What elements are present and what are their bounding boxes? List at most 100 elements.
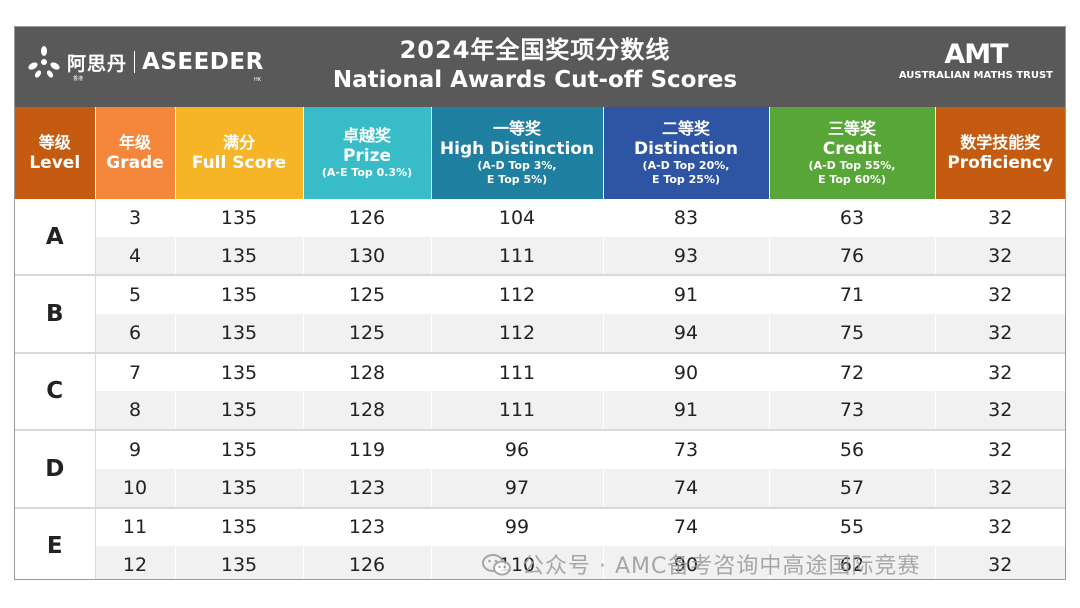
amt-logo-text: AUSTRALIAN MATHS TRUST [898, 70, 1053, 81]
high-distinction-cell: 99 [430, 507, 603, 547]
grade-cell: 8 [95, 391, 175, 432]
full-score-cell: 135 [174, 275, 303, 315]
full-score-cell: 135 [174, 199, 303, 237]
proficiency-cell: 32 [934, 391, 1065, 432]
score-table-card: 阿思丹 ASEEDER 香港 HK 2024年全国奖项分数线 National … [14, 26, 1066, 580]
table-row: 6 135 125 112 94 75 32 [15, 314, 1065, 354]
distinction-cell: 91 [602, 391, 769, 432]
prize-cell: 123 [302, 468, 431, 509]
table-header-row: 等级 Level 年级 Grade 满分 Full Score 卓越奖 Prize (A-E T… [15, 107, 1065, 199]
column-header-note: (A-D Top 55%, E Top 60%) [808, 159, 896, 186]
high-distinction-cell: 97 [430, 468, 603, 509]
column-header-en: Grade [106, 153, 164, 173]
column-header-cn: 三等奖 [827, 119, 876, 138]
column-header-en: Prize [342, 146, 392, 166]
high-distinction-cell: 112 [430, 314, 603, 354]
high-distinction-cell: 96 [430, 430, 603, 469]
grade-cell: 9 [94, 430, 175, 469]
column-header-full-score: 满分 Full Score [174, 107, 303, 199]
level-cell: D [15, 430, 96, 509]
proficiency-cell: 32 [934, 430, 1065, 469]
full-score-cell: 135 [174, 314, 303, 354]
column-header-en: Proficiency [947, 153, 1054, 173]
column-header-level: 等级 Level [15, 107, 95, 199]
table-row: 4 135 130 111 93 76 32 [15, 236, 1065, 277]
column-header-cn: 年级 [118, 133, 151, 152]
amt-logo: AMT AUSTRALIAN MATHS TRUST [899, 41, 1053, 83]
column-header-cn: 数学技能奖 [960, 133, 1041, 152]
level-cell: A [15, 199, 96, 277]
title-banner: 阿思丹 ASEEDER 香港 HK 2024年全国奖项分数线 National … [15, 27, 1065, 107]
column-header-cn: 一等奖 [492, 119, 541, 138]
prize-cell: 130 [302, 236, 431, 277]
proficiency-cell: 32 [934, 275, 1065, 315]
amt-logo-mark: AMT [944, 39, 1008, 70]
grade-cell: 7 [94, 352, 175, 392]
brand-divider [134, 51, 136, 73]
column-header-cn: 卓越奖 [342, 126, 391, 145]
table-row: A 3 135 126 104 83 63 32 [15, 199, 1065, 277]
column-header-cn: 满分 [222, 133, 255, 152]
table-body: A 3 135 126 104 83 63 32 4 135 130 111 93 76 32 B 5 135 12… [15, 199, 1065, 579]
title-chinese: 2024年全国奖项分数线 [399, 36, 671, 64]
full-score-cell: 135 [174, 507, 303, 547]
grade-cell: 3 [94, 199, 175, 237]
column-header-en: Level [29, 153, 81, 173]
full-score-cell: 135 [174, 391, 303, 432]
cutoff-score-table: 等级 Level 年级 Grade 满分 Full Score 卓越奖 Prize (A-E T… [15, 107, 1065, 579]
table-row: 10 135 123 97 74 57 32 [15, 468, 1065, 509]
column-header-prize: 卓越奖 Prize (A-E Top 0.3%) [302, 107, 431, 199]
grade-cell: 6 [95, 314, 175, 354]
brand-sub-cn: 香港 [73, 76, 84, 82]
distinction-cell: 73 [602, 430, 769, 469]
column-header-grade: 年级 Grade [94, 107, 175, 199]
credit-cell: 56 [768, 430, 935, 469]
distinction-cell: 93 [602, 236, 769, 277]
wechat-icon [482, 553, 511, 576]
column-header-cn: 二等奖 [661, 119, 710, 138]
prize-cell: 125 [302, 314, 431, 354]
prize-cell: 126 [302, 199, 431, 237]
table-row: 8 135 128 111 91 73 32 [15, 391, 1065, 432]
full-score-cell: 135 [174, 468, 303, 509]
credit-cell: 63 [768, 199, 935, 237]
column-header-en: Distinction [634, 139, 738, 159]
prize-cell: 123 [302, 507, 431, 547]
high-distinction-cell: 111 [430, 236, 603, 277]
high-distinction-cell: 111 [430, 391, 603, 432]
credit-cell: 72 [768, 352, 935, 392]
title-english: National Awards Cut-off Scores [332, 67, 738, 93]
proficiency-cell: 32 [934, 468, 1065, 509]
table-row: B 5 135 125 112 91 71 32 [15, 275, 1065, 354]
credit-cell: 75 [768, 314, 935, 354]
credit-cell: 71 [768, 275, 935, 315]
column-header-note: (A-D Top 3%, E Top 5%) [477, 159, 557, 186]
high-distinction-cell: 111 [430, 352, 603, 392]
credit-cell: 76 [768, 236, 935, 277]
table-row: C 7 135 128 111 90 72 32 [15, 352, 1065, 432]
distinction-cell: 74 [602, 468, 769, 509]
column-header-proficiency: 数学技能奖 Proficiency [934, 107, 1065, 199]
table-row: 12 135 126 110 90 62 32 [15, 546, 1065, 579]
column-header-distinction: 二等奖 Distinction (A-D Top 20%, E Top 25%) [602, 107, 769, 199]
level-cell: E [15, 507, 96, 579]
brand-name-en: ASEEDER [142, 49, 264, 75]
full-score-cell: 135 [174, 352, 303, 392]
high-distinction-cell: 110 [430, 546, 603, 579]
proficiency-cell: 32 [934, 199, 1065, 237]
grade-cell: 10 [95, 468, 175, 509]
prize-cell: 119 [302, 430, 431, 469]
grade-cell: 5 [94, 275, 175, 315]
column-header-credit: 三等奖 Credit (A-D Top 55%, E Top 60%) [768, 107, 935, 199]
full-score-cell: 135 [174, 430, 303, 469]
column-header-cn: 等级 [38, 133, 71, 152]
page-title: 2024年全国奖项分数线 National Awards Cut-off Sco… [275, 35, 795, 95]
table-row: E 11 135 123 99 74 55 32 [15, 507, 1065, 579]
wechat-watermark: 公众号 · AMC备考咨询中高途国际竞赛 [482, 548, 920, 580]
prize-cell: 125 [302, 275, 431, 315]
column-header-high-distinction: 一等奖 High Distinction (A-D Top 3%, E Top 5%… [430, 107, 603, 199]
credit-cell: 57 [768, 468, 935, 509]
watermark-text: 公众号 · AMC备考咨询中高途国际竞赛 [522, 554, 921, 579]
proficiency-cell: 32 [934, 352, 1065, 392]
proficiency-cell: 32 [934, 236, 1065, 277]
